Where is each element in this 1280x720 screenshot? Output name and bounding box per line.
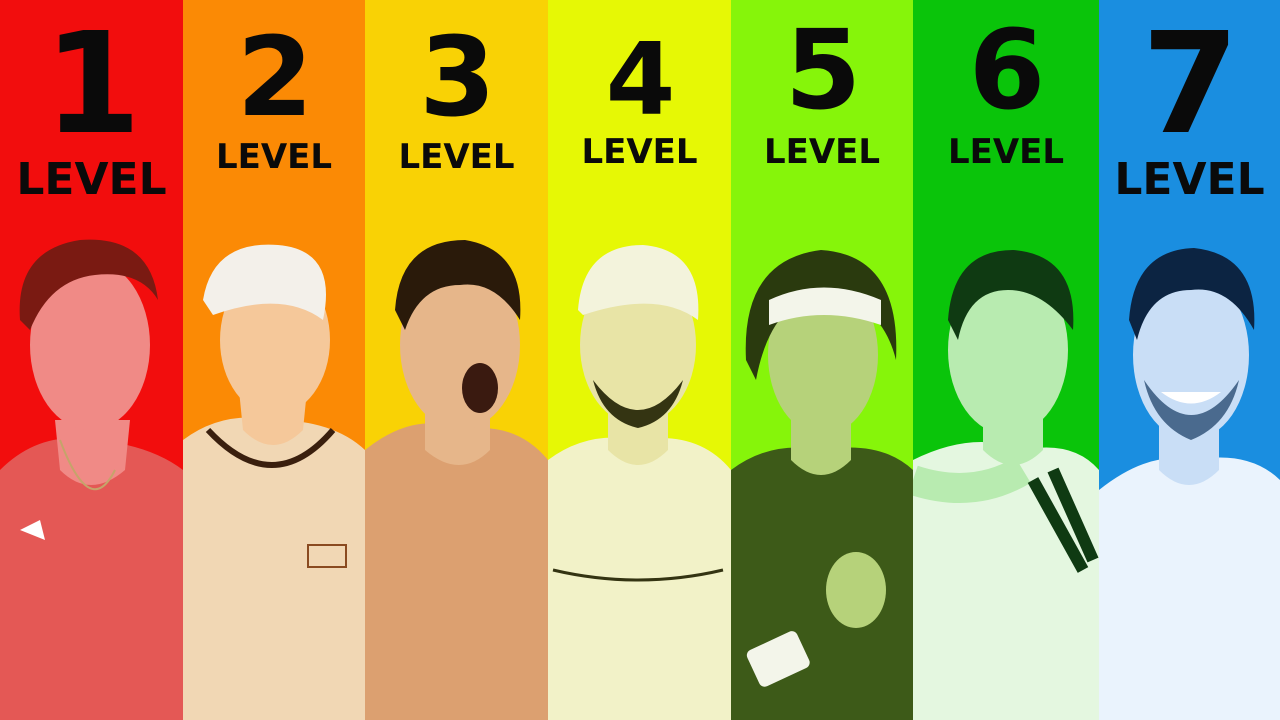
player-photo-4 xyxy=(548,0,731,720)
level-number-5: 5 xyxy=(784,6,862,134)
player-photo-6 xyxy=(913,0,1099,720)
level-number-2: 2 xyxy=(236,13,314,141)
player-photo-2 xyxy=(183,0,365,720)
level-number-1: 1 xyxy=(43,3,141,166)
level-panel-5: 5 LEVEL xyxy=(731,0,913,720)
level-label-1: LEVEL xyxy=(16,154,167,205)
level-number-4: 4 xyxy=(605,21,676,138)
level-number-3: 3 xyxy=(419,13,496,141)
level-label-2: LEVEL xyxy=(215,137,333,177)
level-label-4: LEVEL xyxy=(581,132,698,172)
level-panel-1: 1 LEVEL xyxy=(0,0,183,720)
level-label-3: LEVEL xyxy=(398,137,515,177)
level-panel-3: 3 LEVEL xyxy=(365,0,548,720)
player-photo-3 xyxy=(365,0,548,720)
player-photo-5 xyxy=(731,0,913,720)
level-number-6: 6 xyxy=(968,6,1046,134)
player-photo-7 xyxy=(1099,0,1280,720)
level-label-7: LEVEL xyxy=(1114,154,1265,205)
player-photo-1 xyxy=(0,0,183,720)
level-panel-4: 4 LEVEL xyxy=(548,0,731,720)
level-number-7: 7 xyxy=(1141,3,1239,166)
level-label-5: LEVEL xyxy=(763,132,881,172)
level-panel-2: 2 LEVEL xyxy=(183,0,365,720)
level-label-6: LEVEL xyxy=(947,132,1065,172)
level-panel-7: 7 LEVEL xyxy=(1099,0,1280,720)
level-panel-6: 6 LEVEL xyxy=(913,0,1099,720)
